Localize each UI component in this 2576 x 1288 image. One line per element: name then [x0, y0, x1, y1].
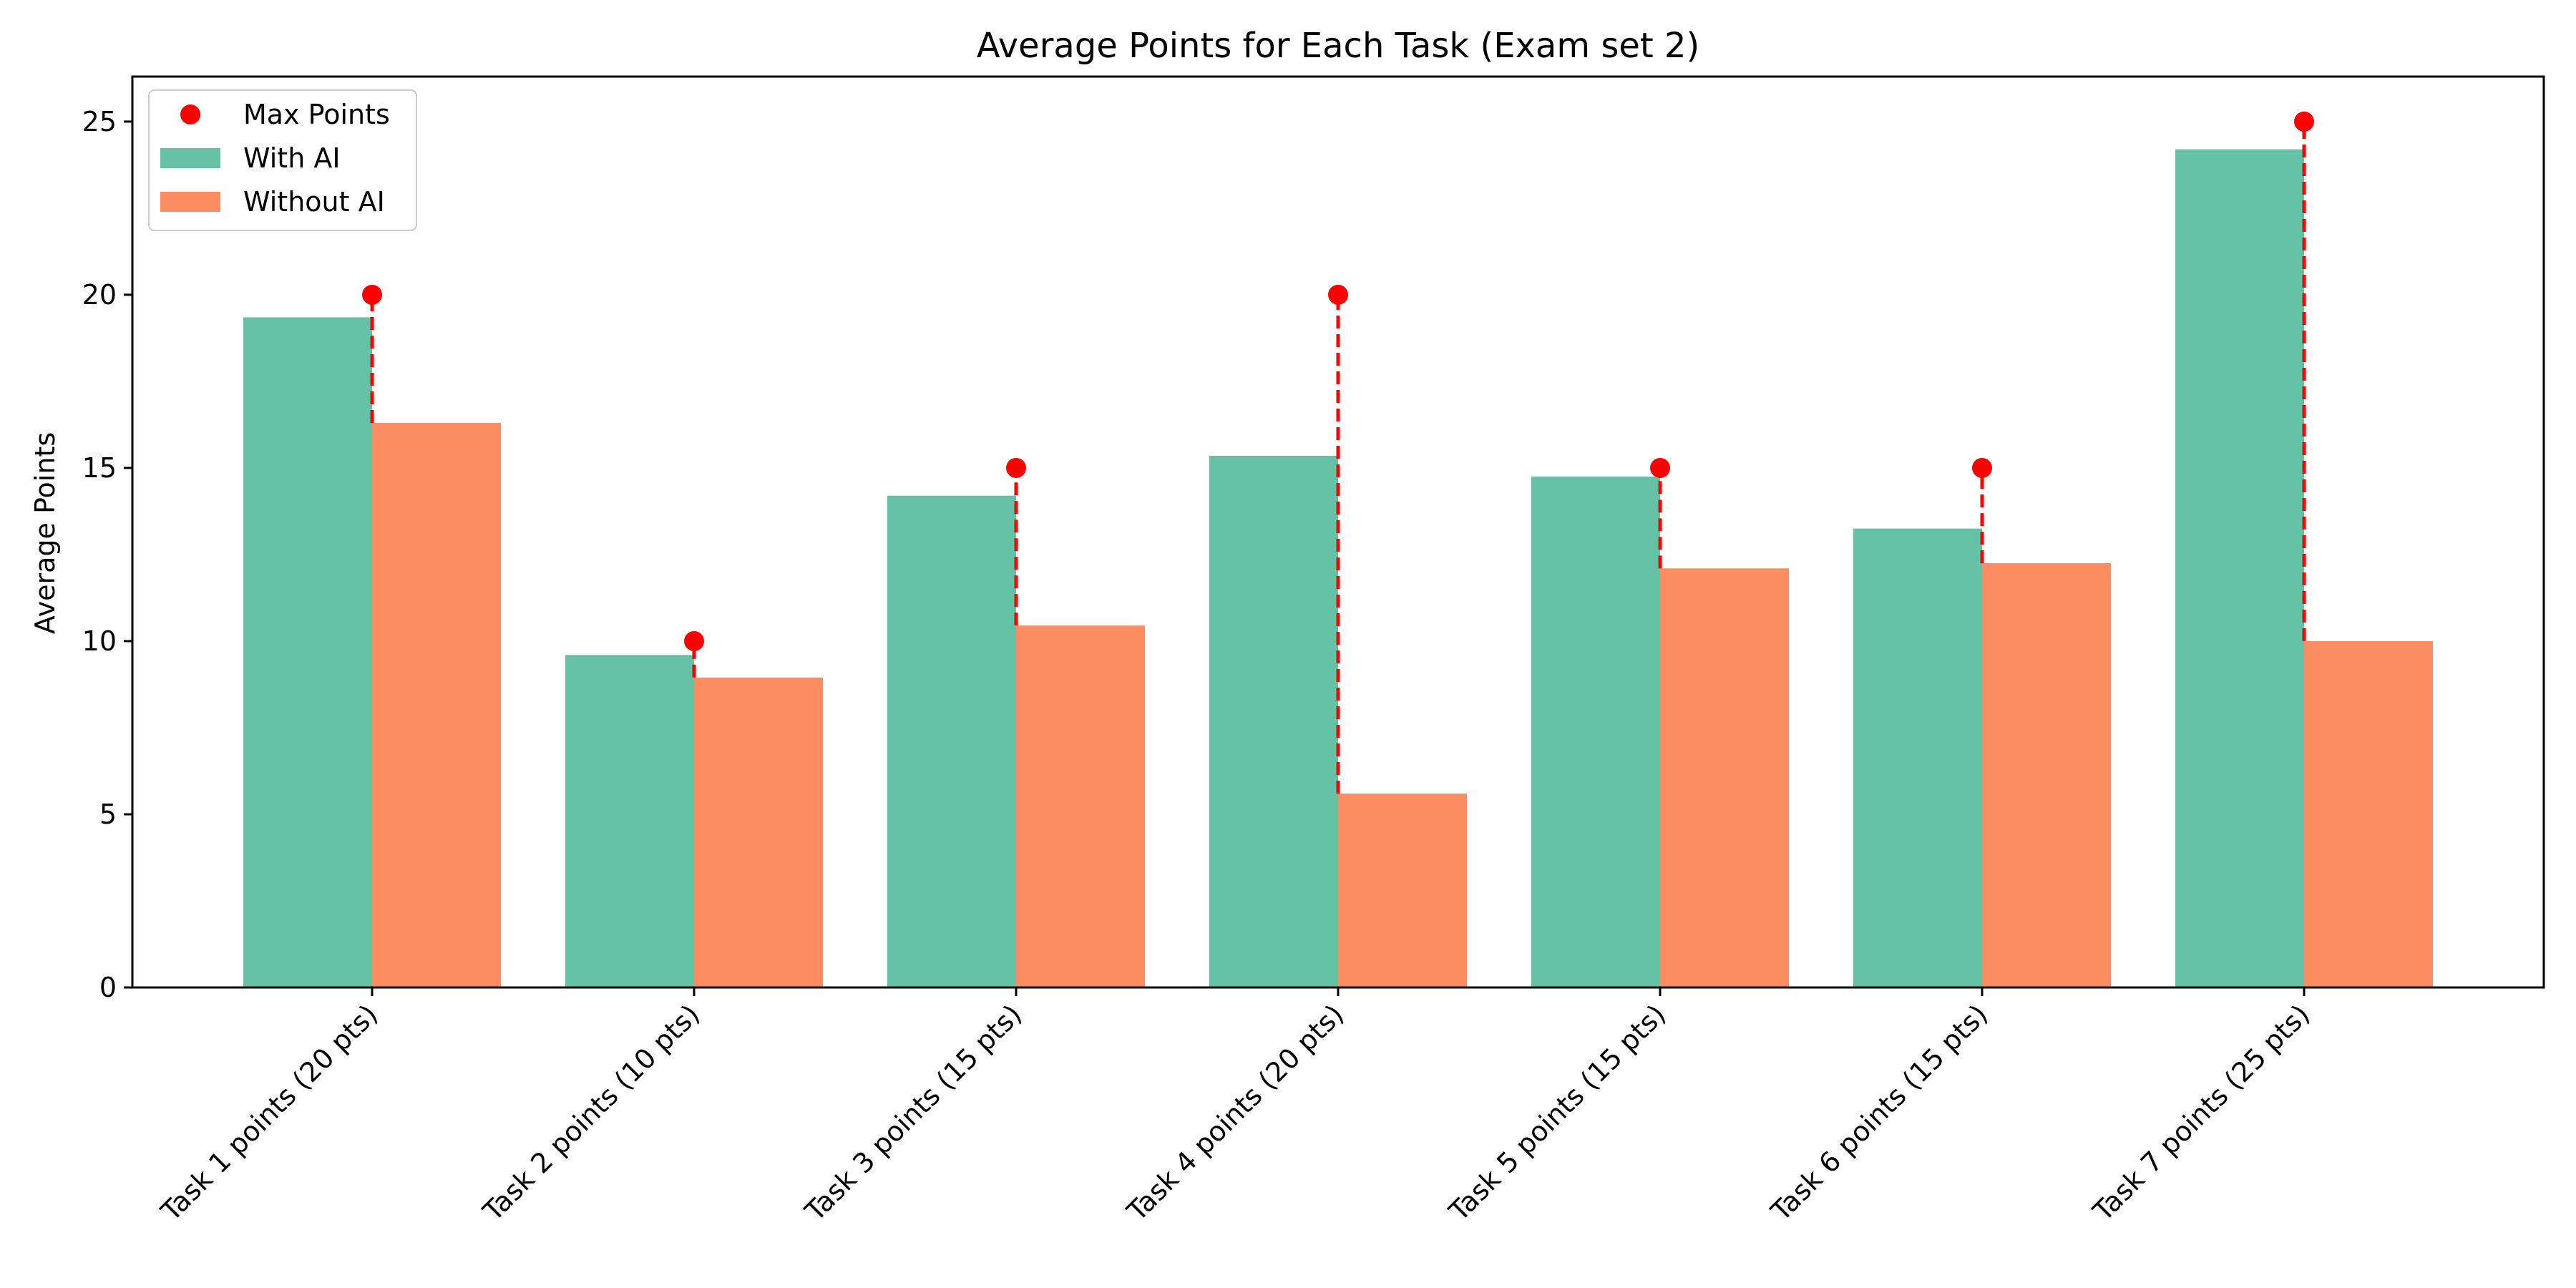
legend-max-points-label: Max Points	[243, 99, 390, 130]
bar-without-ai	[2304, 640, 2433, 987]
max-points-marker	[362, 284, 382, 305]
x-tick-label: Task 3 points (15 pts)	[799, 998, 1028, 1227]
y-tick-label: 5	[99, 799, 117, 830]
bar-without-ai	[372, 423, 501, 987]
x-tick-label: Task 7 points (25 pts)	[2087, 998, 2316, 1227]
legend-without-ai-swatch	[160, 192, 220, 212]
max-points-marker	[684, 630, 704, 651]
legend-with-ai-label: With AI	[243, 142, 341, 174]
max-points-marker	[1972, 457, 1992, 478]
max-points-marker	[2294, 111, 2314, 132]
max-points-marker	[1650, 457, 1670, 478]
bar-with-ai	[2175, 149, 2304, 988]
y-tick-label: 10	[82, 625, 117, 657]
bar-with-ai	[1853, 528, 1982, 987]
y-tick-label: 0	[99, 972, 117, 1003]
bar-with-ai	[1531, 477, 1660, 987]
bar-without-ai	[1338, 793, 1467, 987]
legend-with-ai-swatch	[160, 148, 220, 168]
x-tick-label: Task 1 points (20 pts)	[155, 998, 384, 1227]
x-tick-label: Task 6 points (15 pts)	[1765, 998, 1994, 1227]
bar-with-ai	[1209, 456, 1338, 987]
y-tick-label: 25	[82, 106, 117, 137]
legend-max-points-swatch	[180, 104, 200, 125]
bar-with-ai	[887, 495, 1016, 987]
y-tick-label: 15	[82, 452, 117, 484]
bar-without-ai	[1982, 563, 2111, 987]
y-tick-label: 20	[82, 279, 117, 311]
legend-without-ai-label: Without AI	[243, 186, 385, 218]
bar-without-ai	[694, 677, 823, 987]
y-axis-label: Average Points	[29, 432, 61, 634]
x-tick-label: Task 2 points (10 pts)	[477, 998, 706, 1227]
x-tick-label: Task 4 points (20 pts)	[1121, 998, 1350, 1227]
bar-with-ai	[243, 317, 372, 988]
max-points-marker	[1328, 284, 1348, 305]
plot-area: 0 5 10 15 20 25 Task 1 points (20 pts) Task 2 p…	[82, 75, 2545, 1228]
legend: Max Points With AI Without AI	[148, 89, 417, 231]
max-points-marker	[1006, 457, 1026, 478]
bar-without-ai	[1016, 625, 1145, 987]
chart-title: Average Points for Each Task (Exam set 2…	[977, 26, 1700, 66]
x-tick-label: Task 5 points (15 pts)	[1443, 998, 1672, 1227]
bar-without-ai	[1660, 568, 1789, 987]
bar-with-ai	[565, 655, 694, 987]
